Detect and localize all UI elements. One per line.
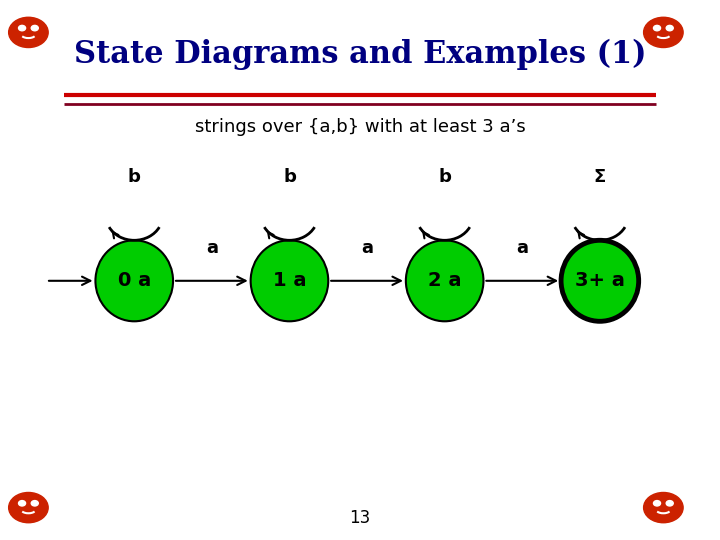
Text: 2 a: 2 a <box>428 271 462 291</box>
Circle shape <box>644 492 683 523</box>
Circle shape <box>654 25 660 31</box>
Text: strings over {a,b} with at least 3 a’s: strings over {a,b} with at least 3 a’s <box>194 118 526 136</box>
Ellipse shape <box>406 240 483 321</box>
Text: b: b <box>438 168 451 186</box>
Text: a: a <box>361 239 373 258</box>
Text: 3+ a: 3+ a <box>575 271 625 291</box>
Text: 0 a: 0 a <box>117 271 151 291</box>
Circle shape <box>31 501 38 506</box>
Ellipse shape <box>561 240 639 321</box>
Circle shape <box>644 17 683 48</box>
Circle shape <box>654 501 660 506</box>
Text: State Diagrams and Examples (1): State Diagrams and Examples (1) <box>73 38 647 70</box>
Circle shape <box>9 492 48 523</box>
Circle shape <box>19 501 26 506</box>
Text: a: a <box>206 239 218 258</box>
Text: b: b <box>128 168 140 186</box>
Circle shape <box>666 501 673 506</box>
Text: b: b <box>283 168 296 186</box>
Ellipse shape <box>251 240 328 321</box>
Circle shape <box>31 25 38 31</box>
Circle shape <box>19 25 26 31</box>
Circle shape <box>9 17 48 48</box>
Circle shape <box>666 25 673 31</box>
Text: Σ: Σ <box>594 168 606 186</box>
Text: a: a <box>516 239 528 258</box>
Text: 13: 13 <box>349 509 371 528</box>
Text: 1 a: 1 a <box>273 271 306 291</box>
Ellipse shape <box>96 240 173 321</box>
